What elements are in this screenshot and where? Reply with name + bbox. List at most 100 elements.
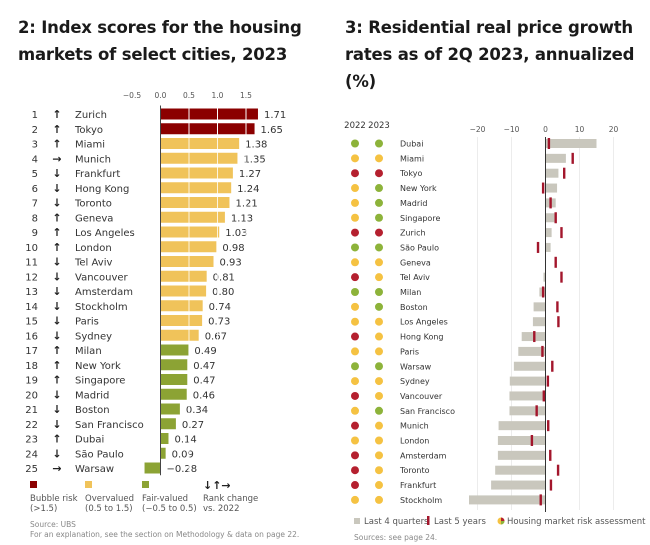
city-label: London [400,437,429,446]
pie-part [501,521,505,525]
city-label: Dubai [75,435,104,446]
bar [160,433,169,444]
x-tick-label: 10 [575,125,585,134]
risk-2022-dot [351,451,359,460]
risk-2022-dot [351,139,359,148]
rank-number: 3 [32,140,38,151]
last-4-quarters-bar [543,272,546,282]
rank-change-down-icon: ↓ [52,167,61,180]
bar [160,226,220,238]
last-4-quarters-bar [509,406,546,416]
last-5-years-marker [554,212,557,224]
risk-2022-dot [351,347,359,356]
value-label: 1.35 [243,154,265,165]
value-label: 1.21 [235,199,257,210]
last-4-quarters-bar [497,436,546,445]
value-label: 0.09 [172,449,194,460]
bar [160,123,255,135]
last-5-years-marker [536,241,540,253]
last-4-quarters-bar [545,153,566,163]
last-4-quarters-bar [533,302,546,312]
legend-label: Last 4 quarters [364,517,429,527]
rank-change-down-icon: ↓ [52,315,61,328]
city-label: Los Angeles [400,318,448,327]
risk-2022-dot [351,317,359,326]
last-5-years-marker [539,494,542,506]
city-label: Munich [400,422,429,431]
legend-sublabel: vs. 2022 [203,504,240,514]
rank-change-down-icon: ↓ [52,418,61,431]
rank-change-up-icon: ↑ [52,123,61,136]
risk-2023-dot [375,302,383,311]
risk-2022-dot [351,332,359,341]
rank-change-right-icon: → [52,152,61,165]
bar [144,462,161,474]
value-label: 0.14 [174,435,196,446]
last-4-quarters-bar [509,376,546,386]
x-tick-label: −20 [470,125,486,134]
risk-2023-dot [375,436,383,445]
rank-number: 18 [25,361,38,372]
last-5-years-marker [557,316,560,328]
risk-2023-dot [375,198,383,207]
last-5-years-marker [560,227,563,239]
rank-number: 15 [25,317,38,328]
bar [160,182,232,194]
bar [160,256,214,267]
value-label: 0.49 [194,346,216,357]
bar [160,344,189,356]
rank-number: 13 [25,287,38,298]
bar [160,447,166,459]
rank-change-down-icon: ↓ [52,403,61,416]
chart-2-title: 2: Index scores for the housing markets … [18,18,302,64]
city-label: Geneva [400,258,431,267]
city-label: Hong Kong [400,333,444,342]
last-5-years-marker [563,167,566,179]
rank-number: 9 [32,228,38,239]
source-note: Sources: see page 24. [354,533,437,542]
rank-number: 12 [25,272,38,283]
year-header-2023: 2023 [368,121,390,131]
risk-2022-dot [351,436,359,445]
city-label: Boston [400,303,428,312]
value-label: 0.47 [193,376,215,387]
risk-2023-dot [375,406,383,415]
rank-change-up-icon: ↑ [52,344,61,357]
city-label: San Francisco [75,420,144,431]
bar [160,108,258,120]
rank-change-down-icon: ↓ [52,285,61,298]
risk-2022-dot [351,258,359,267]
rank-change-up-icon: ↑ [52,433,61,446]
legend-label: Housing market risk assessment [507,517,646,527]
city-label: New York [400,184,437,193]
rank-change-down-icon: ↓ [52,256,61,269]
city-label: Amsterdam [75,287,133,298]
city-label: Amsterdam [400,451,447,460]
bar [160,270,207,282]
legend-swatch [30,481,37,488]
last-4-quarters-bar [545,183,558,193]
city-label: Los Angeles [75,228,135,239]
year-header-2022: 2022 [344,121,366,131]
city-label: São Paulo [400,243,439,252]
city-label: Frankfurt [75,169,120,180]
city-label: Vancouver [400,392,443,401]
legend-swatch [85,481,92,488]
rank-change-right-icon: → [52,462,61,475]
last-5-years-marker [560,271,563,283]
risk-2023-dot [375,139,383,148]
value-label: 0.47 [193,361,215,372]
rank-number: 16 [25,331,38,342]
city-label: Vancouver [75,272,129,283]
city-label: Stockholm [400,496,442,505]
risk-2023-dot [375,332,383,341]
legend-sublabel: (−0.5 to 0.5) [142,504,197,514]
last-4-quarters-bar [491,480,546,490]
value-label: 0.93 [220,258,242,269]
risk-2022-dot [351,273,359,282]
risk-2023-dot [375,391,383,400]
value-label: −0.28 [167,464,198,475]
rank-change-down-icon: ↓ [52,300,61,313]
rank-change-down-icon: ↓ [52,329,61,342]
value-label: 0.74 [209,302,231,313]
